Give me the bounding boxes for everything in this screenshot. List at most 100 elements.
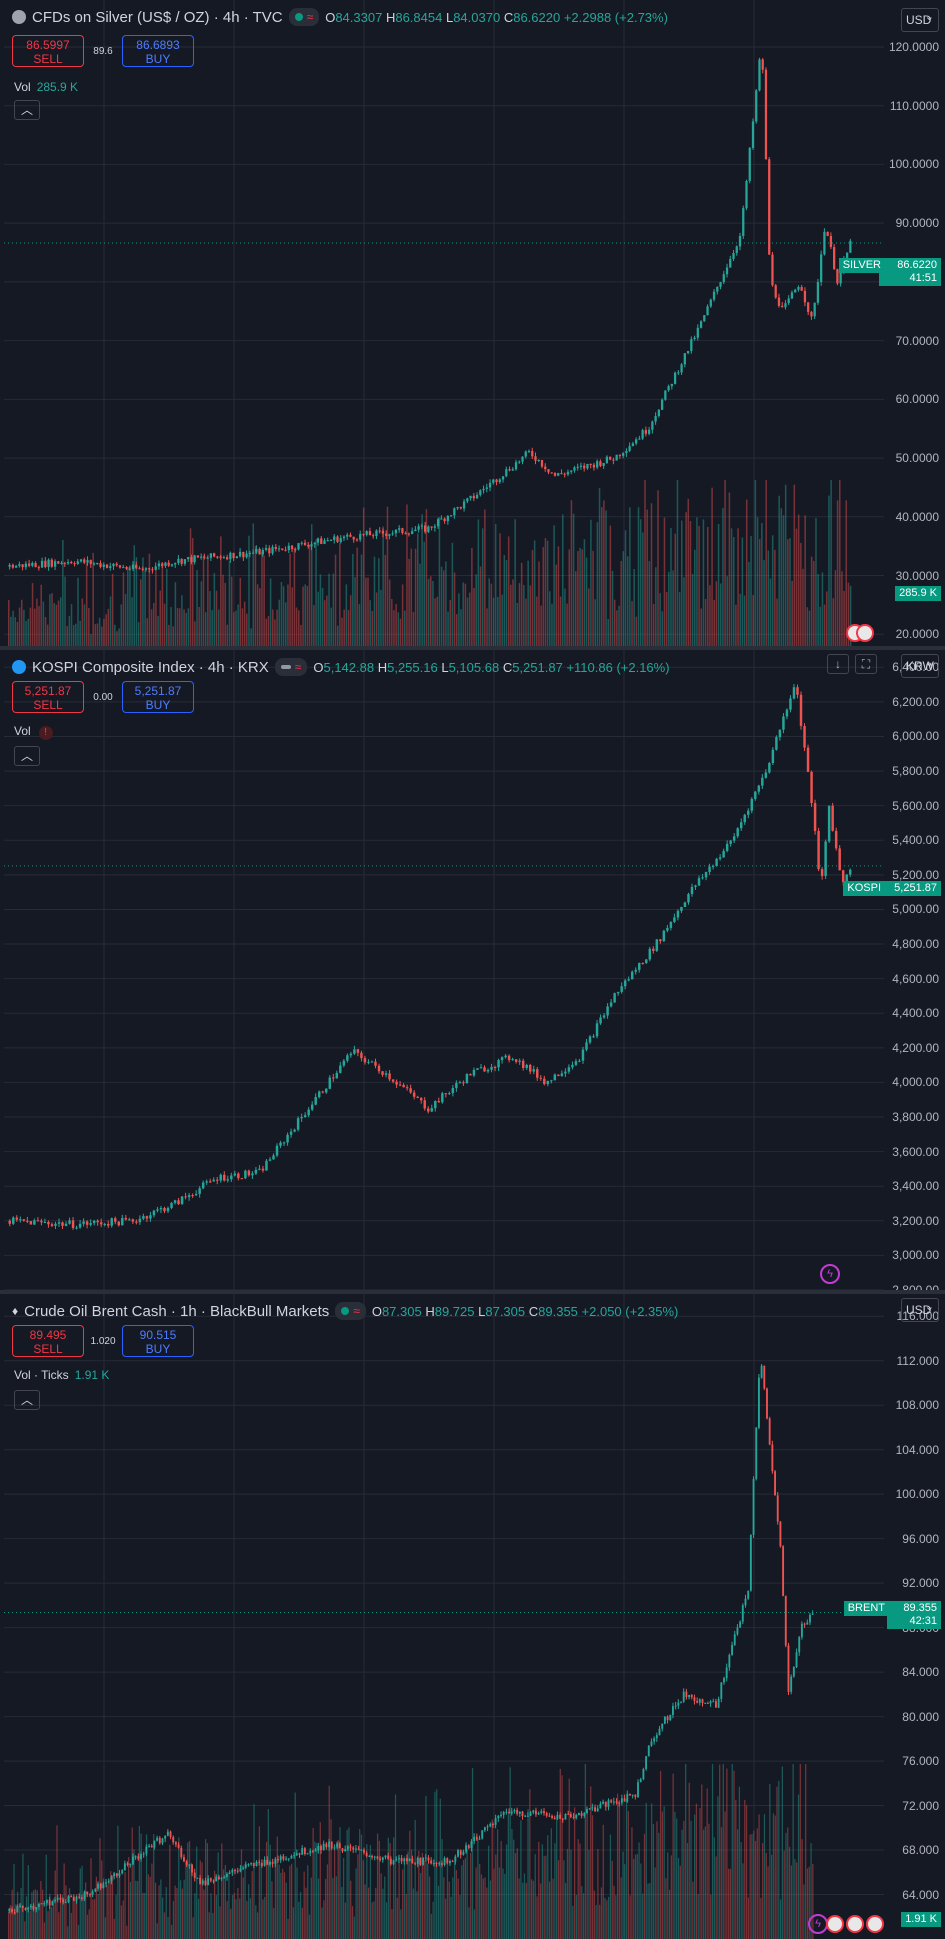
candle-body [158, 1837, 161, 1844]
volume-bar [181, 595, 183, 646]
volume-bar [819, 606, 822, 646]
volume-bar [172, 626, 174, 646]
us-event-flag-icon[interactable] [866, 1915, 884, 1933]
volume-warning-icon[interactable]: ! [38, 726, 53, 740]
candle-body [242, 551, 245, 558]
candle-body [677, 372, 680, 374]
volume-bar [778, 1780, 780, 1939]
candle-body [436, 519, 440, 527]
silver-price-axis[interactable]: 20.0000 30.0000 40.0000 50.0000 60.0000 70.00… [885, 0, 945, 646]
candle-body [51, 1901, 54, 1906]
volume-bar [253, 1804, 255, 1939]
volume-bar [369, 600, 371, 646]
volume-bar [622, 551, 625, 646]
volume-bar [317, 1878, 320, 1939]
ohlc-values: O5,142.88 H5,255.16 L5,105.68 C5,251.87 … [313, 659, 670, 675]
volume-bar [42, 601, 45, 646]
volume-bar [790, 1865, 792, 1939]
volume-bar [538, 561, 540, 646]
volume-legend[interactable]: Vol 285.9 K [14, 80, 78, 94]
volume-bar [302, 586, 304, 646]
brent-chart-pane[interactable]: 64.00068.00072.00076.00080.00084.00088.0… [0, 1294, 945, 1939]
us-event-flag-icon[interactable] [856, 624, 874, 642]
lightning-event-icon[interactable]: ϟ [820, 1264, 840, 1284]
candle-body [374, 1061, 377, 1066]
lightning-event-icon[interactable]: ϟ [808, 1914, 828, 1934]
buy-button[interactable]: 86.6893 BUY [122, 35, 194, 67]
candle-body [420, 525, 424, 527]
brent-chart-plot[interactable] [4, 1294, 884, 1939]
candle-body [138, 1218, 142, 1223]
us-event-flag-icon[interactable] [826, 1915, 844, 1933]
volume-bar [514, 1853, 517, 1939]
pane-separator[interactable] [0, 646, 945, 650]
volume-bar [828, 495, 830, 646]
candle-body [782, 1546, 785, 1596]
candle-body [188, 1864, 191, 1866]
maximize-pane-icon[interactable]: ⛶ [855, 654, 877, 674]
us-event-flag-icon[interactable] [846, 1915, 864, 1933]
collapse-legend-button[interactable]: ︿ [14, 1390, 40, 1410]
market-status-pill[interactable]: ≈ [274, 658, 308, 676]
move-pane-down-icon[interactable]: ↓ [827, 654, 849, 674]
spread-value: 1.020 [90, 1335, 116, 1347]
sell-button[interactable]: 86.5997 SELL [12, 35, 84, 67]
candle-body [185, 1861, 188, 1865]
symbol-title[interactable]: Crude Oil Brent Cash · 1h · BlackBull Ma… [24, 1302, 330, 1320]
trade-box: 5,251.87 SELL 0.00 5,251.87 BUY [12, 681, 194, 713]
volume-bar [556, 1817, 558, 1939]
volume-legend[interactable]: Vol! [14, 724, 53, 740]
volume-bar [743, 595, 746, 646]
candle-body [478, 1838, 481, 1840]
buy-price: 5,251.87 [134, 684, 182, 698]
silver-chart-pane[interactable]: 20.0000 30.0000 40.0000 50.0000 60.0000 70.00… [0, 0, 945, 646]
candle-body [501, 476, 505, 480]
volume-bar [49, 594, 51, 646]
volume-legend[interactable]: Vol · Ticks 1.91 K [14, 1368, 109, 1382]
symbol-title[interactable]: CFDs on Silver (US$ / OZ) · 4h · TVC [32, 8, 283, 26]
collapse-legend-button[interactable]: ︿ [14, 746, 40, 766]
collapse-legend-button[interactable]: ︿ [14, 100, 40, 120]
sell-button[interactable]: 89.495 SELL [12, 1325, 84, 1357]
candle-body [124, 1217, 128, 1220]
candle-body [511, 1059, 514, 1061]
candle-body [490, 1066, 493, 1070]
buy-button[interactable]: 90.515 BUY [122, 1325, 194, 1357]
candle-body [219, 1174, 222, 1181]
kospi-chart-plot[interactable] [4, 650, 884, 1290]
volume-bar [120, 604, 123, 646]
candle-body [122, 567, 125, 569]
candle-body [513, 1809, 516, 1812]
currency-select[interactable]: KRW [901, 654, 939, 678]
symbol-price-tag: BRENT [843, 1601, 889, 1616]
candle-body [720, 1682, 723, 1699]
volume-bar [774, 1815, 776, 1939]
volume-bar [261, 552, 263, 646]
volume-bar [241, 608, 244, 646]
currency-select[interactable]: USD [901, 1298, 939, 1322]
volume-bar [834, 570, 837, 646]
silver-chart-plot[interactable] [4, 0, 884, 646]
buy-button[interactable]: 5,251.87 BUY [122, 681, 194, 713]
pane-separator[interactable] [0, 1290, 945, 1294]
volume-bar [36, 598, 38, 646]
candle-body [532, 1069, 535, 1072]
symbol-title[interactable]: KOSPI Composite Index · 4h · KRX [32, 658, 269, 676]
volume-bar [267, 616, 270, 646]
candle-body [693, 337, 696, 340]
candle-body [225, 557, 229, 560]
market-status-pill[interactable]: ≈ [288, 8, 320, 26]
kospi-price-axis[interactable]: 2,800.00 3,000.00 3,200.00 3,400.00 3,600.00… [885, 650, 945, 1290]
volume-bar [735, 1799, 737, 1939]
candle-body [184, 1196, 187, 1198]
currency-select[interactable]: USD [901, 8, 939, 32]
candle-body [200, 556, 203, 558]
candle-body [467, 1845, 470, 1849]
market-status-pill[interactable]: ≈ [335, 1302, 366, 1320]
price-tick-label: 5,800.00 [892, 764, 939, 779]
kospi-chart-pane[interactable]: 2,800.00 3,000.00 3,200.00 3,400.00 3,600.00… [0, 650, 945, 1290]
candle-body [300, 542, 303, 544]
volume-bar [83, 604, 86, 646]
sell-button[interactable]: 5,251.87 SELL [12, 681, 84, 713]
volume-bar [449, 600, 451, 646]
